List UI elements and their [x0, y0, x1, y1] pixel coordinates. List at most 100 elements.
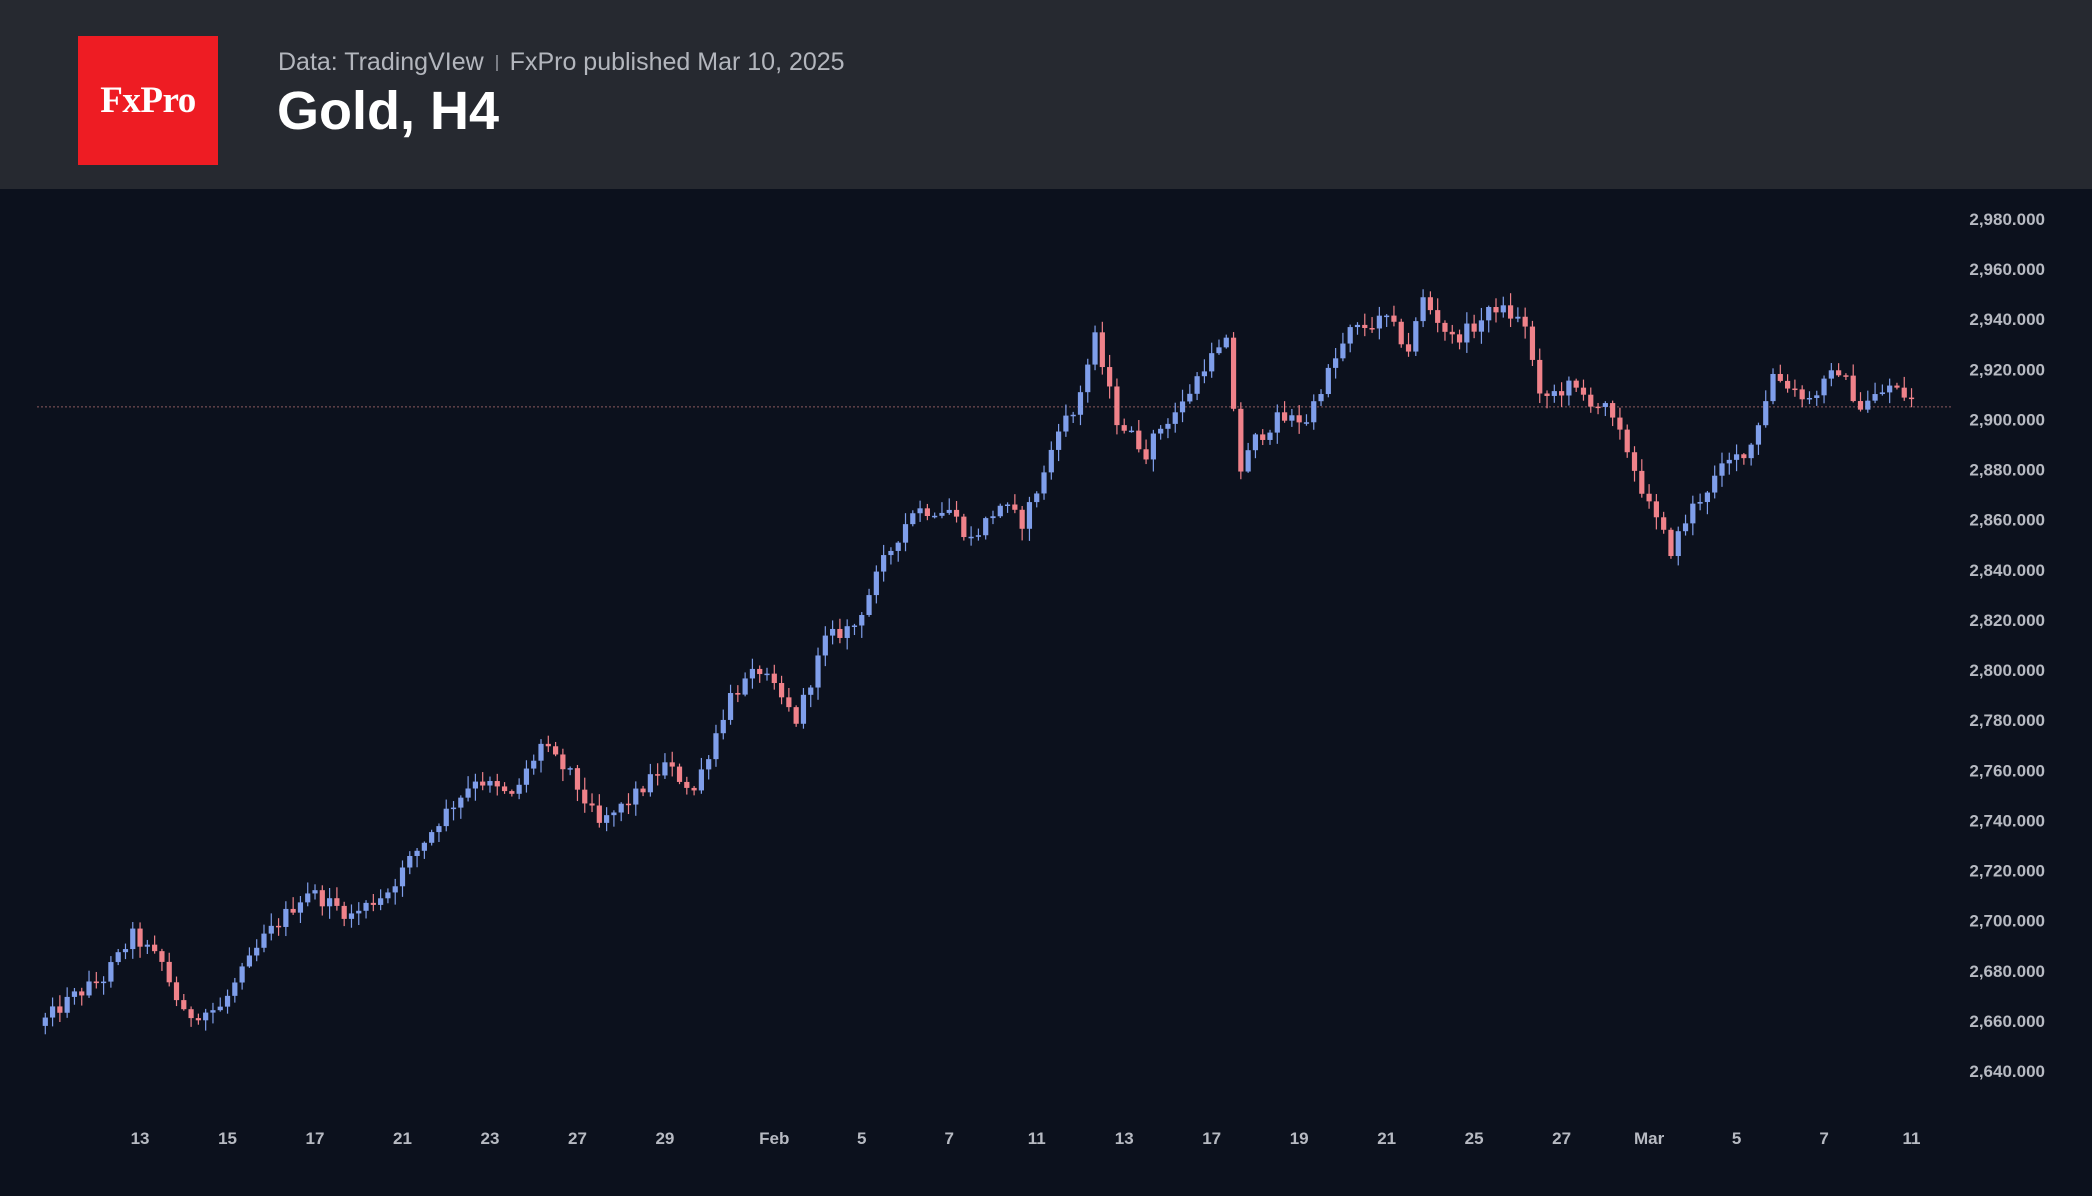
- candle: [844, 619, 850, 650]
- candle-body: [1639, 470, 1645, 494]
- candle: [319, 885, 325, 916]
- candle-body: [1456, 334, 1463, 343]
- candle-body: [764, 673, 770, 676]
- candle-body: [1726, 459, 1732, 464]
- candle: [1143, 439, 1149, 465]
- candle-body: [1427, 297, 1433, 311]
- candle: [1551, 384, 1557, 403]
- candle: [1019, 505, 1025, 541]
- candle: [399, 860, 406, 897]
- candle: [713, 724, 719, 767]
- candle-body: [1260, 434, 1266, 440]
- candle-body: [297, 902, 304, 913]
- candle-body: [1675, 531, 1681, 557]
- candle-body: [531, 760, 537, 769]
- candle-body: [1048, 449, 1054, 473]
- candle-body: [1617, 417, 1623, 430]
- candle-body: [49, 1006, 56, 1018]
- candle-body: [275, 925, 282, 928]
- candle-body: [625, 803, 632, 806]
- candle: [808, 685, 814, 708]
- candle: [1048, 441, 1054, 480]
- candle: [735, 685, 741, 703]
- candle-body: [545, 743, 551, 747]
- candle: [727, 684, 734, 725]
- candle: [1004, 502, 1011, 513]
- candle-body: [822, 635, 828, 656]
- candle-body: [122, 949, 129, 953]
- candle-body: [567, 768, 573, 770]
- candle-body: [902, 524, 909, 543]
- candle: [275, 918, 282, 936]
- candle-body: [480, 781, 486, 786]
- candle: [545, 735, 551, 753]
- candle-body: [1785, 380, 1791, 389]
- candle-body: [1442, 322, 1448, 332]
- candle-body: [363, 902, 369, 911]
- x-tick-label: 25: [1465, 1129, 1484, 1148]
- candle-body: [910, 513, 916, 525]
- candle: [574, 764, 581, 802]
- candle: [1158, 425, 1164, 440]
- candle-body: [611, 812, 617, 816]
- candle: [122, 943, 129, 960]
- y-tick-label: 2,660.000: [1969, 1012, 2045, 1031]
- candle-body: [370, 902, 376, 905]
- candle: [64, 987, 70, 1018]
- candle-body: [1056, 431, 1062, 450]
- candle: [1362, 313, 1368, 337]
- candle-body: [356, 910, 362, 914]
- candle: [494, 773, 500, 796]
- candle-body: [1493, 306, 1499, 313]
- candle-body: [669, 762, 675, 767]
- candle: [86, 970, 92, 998]
- candle: [1187, 384, 1193, 404]
- candle: [698, 757, 704, 794]
- candle-body: [1595, 406, 1601, 409]
- candle-body: [1179, 401, 1186, 413]
- candle: [939, 502, 945, 519]
- candle-body: [509, 791, 515, 794]
- candle-body: [604, 815, 610, 823]
- candle: [990, 510, 996, 525]
- candle: [1230, 332, 1237, 412]
- candle-body: [1107, 367, 1113, 387]
- candle-body: [749, 668, 756, 679]
- candle: [669, 751, 675, 777]
- candle-body: [203, 1012, 209, 1021]
- candle-body: [560, 754, 566, 770]
- candle-body: [939, 512, 945, 516]
- candle: [1260, 429, 1266, 446]
- price-axis[interactable]: 2,640.000 2,660.000 2,680.000 2,700.000 2,72…: [1969, 210, 2045, 1081]
- candle: [1384, 314, 1390, 327]
- candle-body: [1252, 434, 1259, 451]
- candle: [531, 754, 537, 775]
- candle: [392, 878, 398, 905]
- candle: [1879, 384, 1885, 396]
- candle: [414, 848, 420, 868]
- candle: [1077, 385, 1084, 426]
- candle: [684, 776, 690, 795]
- candle: [538, 739, 544, 773]
- candle: [370, 893, 376, 912]
- candle: [625, 793, 632, 815]
- candle: [42, 1012, 48, 1035]
- candle: [1056, 423, 1062, 462]
- candle: [1631, 446, 1638, 482]
- candle: [79, 987, 85, 1006]
- candle-body: [1857, 401, 1864, 410]
- x-tick-label: 17: [306, 1129, 325, 1148]
- candle: [560, 748, 566, 782]
- candle: [1369, 317, 1375, 333]
- time-axis[interactable]: 13 15 17 21 23 27 29 Feb 5 7 11 13 17 19 21 25 27 Mar 5 7 11: [131, 1129, 1921, 1148]
- x-tick-label: 29: [655, 1129, 674, 1148]
- candle-body: [487, 781, 493, 786]
- x-tick-label: 13: [131, 1129, 150, 1148]
- candle: [1777, 364, 1783, 383]
- candle-body: [458, 797, 464, 808]
- candle: [589, 793, 595, 813]
- candle: [1573, 378, 1579, 392]
- candle-body: [997, 505, 1003, 517]
- published-label: FxPro published Mar 10, 2025: [509, 48, 845, 76]
- candle-body: [1580, 387, 1587, 395]
